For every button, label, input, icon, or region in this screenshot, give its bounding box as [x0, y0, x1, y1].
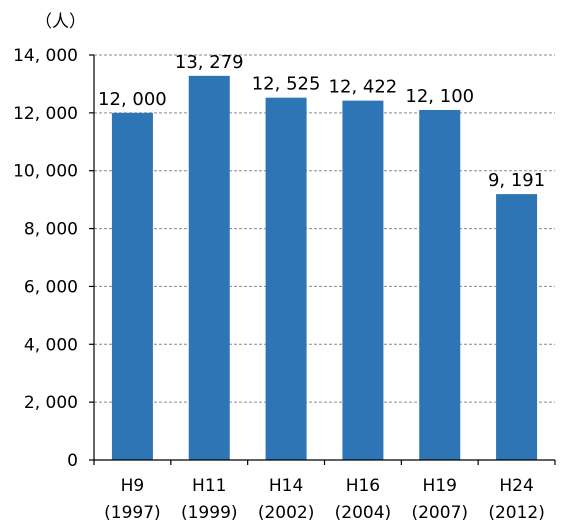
data-label: 12, 525 — [252, 74, 321, 95]
data-label: 9, 191 — [488, 170, 545, 191]
x-tick-year-label: (2004) — [335, 503, 392, 523]
data-label: 12, 000 — [98, 89, 167, 110]
gridlines — [94, 54, 555, 403]
x-tick-year-label: (2007) — [411, 503, 468, 523]
x-tick-year-label: (1997) — [104, 503, 161, 523]
data-label: 13, 279 — [175, 52, 244, 73]
y-tick-label: 14, 000 — [13, 46, 78, 66]
labels: 0 2, 000 4, 000 6, 000 8, 000 10, 000 12, 000 1… — [13, 46, 545, 523]
bar — [265, 97, 307, 460]
x-tick-label: H19 — [423, 476, 457, 496]
bar — [188, 75, 230, 461]
bar — [111, 112, 153, 460]
bars — [111, 75, 538, 461]
y-tick-label: 2, 000 — [24, 393, 78, 413]
bar — [342, 100, 384, 460]
bar — [419, 109, 461, 460]
y-axis-unit-label: （人） — [35, 12, 86, 32]
x-tick-year-label: (2012) — [488, 503, 545, 523]
y-tick-label: 12, 000 — [13, 104, 78, 124]
x-tick-label: H16 — [346, 476, 380, 496]
x-tick-label: H24 — [499, 476, 533, 496]
data-label: 12, 100 — [405, 86, 474, 107]
data-label: 12, 422 — [329, 77, 398, 98]
bar — [496, 194, 538, 460]
x-tick-label: H14 — [269, 476, 303, 496]
y-tick-label: 8, 000 — [24, 220, 78, 240]
x-tick-year-label: (2002) — [258, 503, 315, 523]
axes — [89, 54, 556, 465]
x-tick-label: H11 — [192, 476, 226, 496]
y-tick-label: 4, 000 — [24, 335, 78, 355]
y-tick-label: 0 — [67, 451, 78, 471]
x-tick-year-label: (1999) — [181, 503, 238, 523]
y-tick-label: 10, 000 — [13, 162, 78, 182]
y-tick-label: 6, 000 — [24, 277, 78, 297]
x-tick-label: H9 — [121, 476, 145, 496]
